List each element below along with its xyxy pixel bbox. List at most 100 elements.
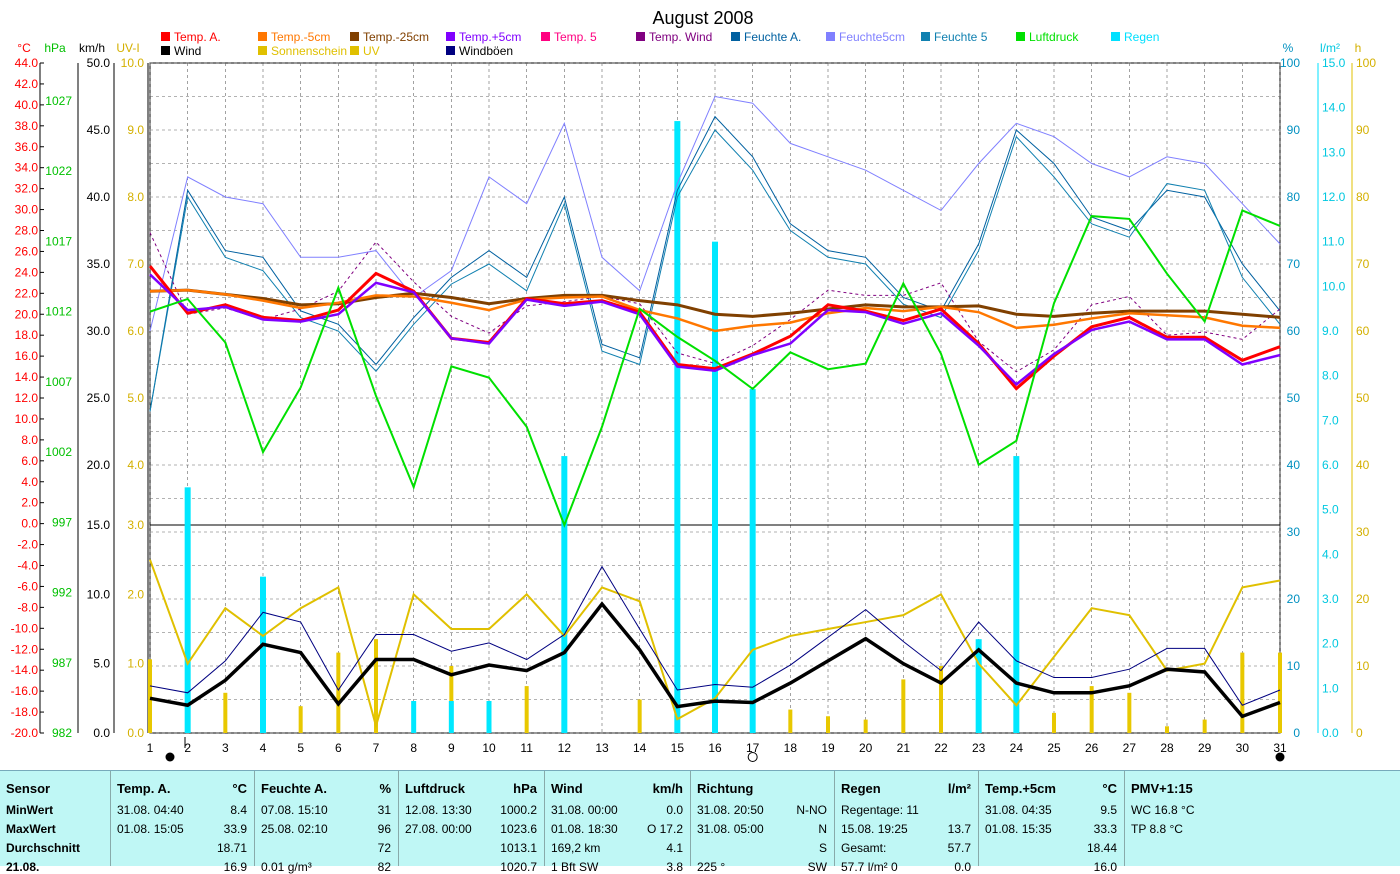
temp-tick-label: 10.0 — [15, 412, 39, 426]
legend-label: Temp. Wind — [649, 30, 712, 44]
legend-swatch — [1016, 32, 1025, 41]
chart-title: August 2008 — [652, 8, 753, 28]
stats-cell-label: Durchschnitt — [6, 841, 81, 855]
temp-tick-label: 14.0 — [15, 370, 39, 384]
day-label: 27 — [1123, 741, 1137, 755]
sun-tick-label: 60 — [1356, 324, 1370, 338]
temp-axis-title: °C — [17, 41, 31, 55]
stats-cell-value: 31 — [377, 803, 391, 817]
uv-tick-label: 5.0 — [127, 391, 144, 405]
uv-tick-label: 6.0 — [127, 324, 144, 338]
stats-cell-label: 12.08. 13:30 — [405, 803, 472, 817]
stats-header-unit: km/h — [652, 781, 683, 796]
press-tick-label: 992 — [52, 586, 72, 600]
rain-tick-label: 14.0 — [1322, 101, 1346, 115]
rain-tick-label: 11.0 — [1322, 235, 1345, 249]
hum-tick-label: 50 — [1287, 391, 1301, 405]
rain-tick-label: 12.0 — [1322, 190, 1346, 204]
legend-swatch — [636, 32, 645, 41]
temp-tick-label: 22.0 — [15, 286, 39, 300]
stats-cell-label: 01.08. 15:35 — [985, 822, 1052, 836]
stats-header: Temp.+5cm — [985, 781, 1056, 796]
stats-column: Temp.+5cm °C 31.08. 04:35 9.5 01.08. 15:35 33… — [978, 771, 1125, 874]
day-label: 13 — [595, 741, 609, 755]
temp-tick-label: -6.0 — [17, 579, 38, 593]
moon-new-icon — [165, 752, 175, 762]
uv-tick-label: 1.0 — [127, 657, 144, 671]
temp-tick-label: -16.0 — [11, 684, 39, 698]
hum-tick-label: 90 — [1287, 123, 1301, 137]
legend-label: Temp.+5cm — [459, 30, 521, 44]
press-tick-label: 1002 — [45, 445, 72, 459]
stats-cell-label: 31.08. 04:40 — [117, 803, 184, 817]
legend-label: Temp.-25cm — [363, 30, 429, 44]
series-feuchte-5 — [149, 129, 1281, 412]
stats-cell-value: 18.44 — [1086, 841, 1117, 855]
sunshine-bar — [148, 659, 152, 733]
sun-tick-label: 80 — [1356, 190, 1370, 204]
stats-cell-value: 33.3 — [1093, 822, 1117, 836]
moon-new-icon — [1275, 752, 1285, 762]
temp-tick-label: 34.0 — [15, 161, 39, 175]
wind-axis-title: km/h — [79, 41, 105, 55]
rain-bar — [975, 639, 982, 733]
day-label: 6 — [335, 741, 342, 755]
hum-tick-label: 10 — [1287, 659, 1301, 673]
temp-tick-label: 32.0 — [15, 182, 39, 196]
hum-tick-label: 0 — [1293, 726, 1300, 740]
stats-column: Sensor MinWert MaxWert Durchschnitt 21.08. — [0, 771, 110, 874]
temp-tick-label: -4.0 — [17, 559, 38, 573]
temp-tick-label: 42.0 — [15, 77, 39, 91]
legend-swatch — [731, 32, 740, 41]
day-label: 5 — [297, 741, 304, 755]
rain-tick-label: 4.0 — [1322, 547, 1339, 561]
day-label: 30 — [1236, 741, 1250, 755]
rain-bar — [749, 389, 756, 733]
temp-tick-label: 6.0 — [21, 454, 38, 468]
sunshine-bar — [449, 666, 454, 733]
weather-chart: August 2008 -20.0 -18.0 -16.0 -14.0 -12.0 -10.… — [11, 8, 1376, 762]
stats-cell-label: 31.08. 04:35 — [985, 803, 1052, 817]
press-tick-label: 997 — [52, 515, 72, 529]
day-label: 23 — [972, 741, 986, 755]
day-label: 24 — [1010, 741, 1024, 755]
rain-tick-label: 13.0 — [1322, 145, 1346, 159]
hum-tick-label: 100 — [1280, 56, 1300, 70]
temp-tick-label: -8.0 — [17, 600, 38, 614]
legend-label: Temp. A. — [174, 30, 221, 44]
stats-column: Temp. A. °C 31.08. 04:40 8.4 01.08. 15:05 33.… — [110, 771, 255, 874]
legend-swatch — [921, 32, 930, 41]
stats-cell-label: 25.08. 02:10 — [261, 822, 328, 836]
sunshine-bar — [901, 679, 906, 733]
stats-cell-value: 57.7 — [947, 841, 971, 855]
stats-cell-value: 82 — [377, 860, 391, 874]
hum-tick-label: 60 — [1287, 324, 1301, 338]
sunshine-bar — [524, 686, 529, 733]
stats-cell-value: 96 — [377, 822, 391, 836]
series-temp-a — [148, 265, 1281, 391]
day-label: 25 — [1047, 741, 1061, 755]
stats-header-unit: % — [379, 781, 391, 796]
wind-tick-label: 20.0 — [87, 458, 111, 472]
stats-header: Feuchte A. — [261, 781, 327, 796]
stats-column: PMV+1:15 WC 16.8 °C TP 8.8 °C — [1124, 771, 1400, 866]
sunshine-bar — [863, 719, 868, 733]
legend-swatch — [446, 46, 455, 55]
sun-tick-label: 30 — [1356, 525, 1370, 539]
series-wind — [149, 601, 1281, 719]
sunshine-bar — [1052, 712, 1056, 733]
stats-header: PMV+1:15 — [1131, 781, 1193, 796]
temp-tick-label: 0.0 — [21, 517, 38, 531]
temp-tick-label: 44.0 — [15, 56, 39, 70]
sunshine-bar — [1165, 726, 1169, 733]
press-tick-label: 1017 — [45, 234, 72, 248]
day-label: 26 — [1085, 741, 1099, 755]
stats-cell-label: 31.08. 20:50 — [697, 803, 764, 817]
temp-tick-label: 40.0 — [15, 98, 39, 112]
rain-tick-label: 8.0 — [1322, 369, 1339, 383]
stats-column: Luftdruck hPa 12.08. 13:30 1000.2 27.08. 00:… — [398, 771, 545, 874]
hum-tick-label: 40 — [1287, 458, 1301, 472]
legend-label: Sonnenschein — [271, 44, 347, 58]
legend-swatch — [258, 46, 267, 55]
stats-cell-value: 13.7 — [947, 822, 971, 836]
